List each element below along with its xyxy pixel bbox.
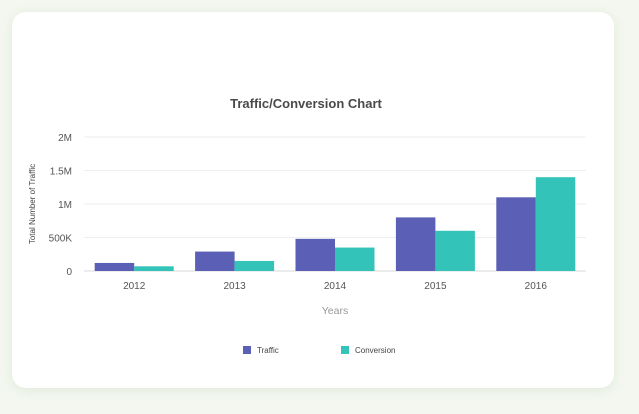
x-tick-label: 2016 <box>525 281 548 292</box>
bar-traffic-2013 <box>195 251 235 271</box>
bar-conversion-2013 <box>234 260 275 271</box>
x-axis-title: Years <box>322 305 348 317</box>
x-axis-ticks: 2012 2013 2014 2015 2016 <box>123 281 547 292</box>
bar-traffic-2016 <box>496 197 536 271</box>
bar-conversion-2016 <box>535 177 576 271</box>
bar-conversion-2014 <box>335 247 375 271</box>
x-tick-label: 2013 <box>223 281 246 292</box>
legend-label-conversion[interactable]: Conversion <box>355 346 395 355</box>
y-tick-label: 2M <box>58 133 72 144</box>
legend-label-traffic[interactable]: Traffic <box>257 346 279 355</box>
legend-swatch-conversion <box>341 346 349 354</box>
legend: Traffic Conversion <box>243 346 395 355</box>
x-tick-label: 2012 <box>123 281 146 292</box>
y-tick-label: 500K <box>49 234 73 245</box>
y-tick-label: 1.5M <box>50 167 72 178</box>
y-tick-label: 1M <box>58 200 72 211</box>
x-tick-label: 2014 <box>324 281 347 292</box>
bar-conversion-2012 <box>134 266 174 271</box>
chart-title: Traffic/Conversion Chart <box>230 96 382 111</box>
bar-traffic-2015 <box>395 217 436 271</box>
bar-traffic-2012 <box>94 262 135 271</box>
bars <box>94 177 576 271</box>
y-axis-ticks: 0 500K 1M 1.5M 2M <box>49 133 73 278</box>
legend-swatch-traffic <box>243 346 251 354</box>
bar-conversion-2015 <box>435 230 475 271</box>
y-axis-title: Total Number of Traffic <box>28 164 37 244</box>
x-tick-label: 2015 <box>424 281 447 292</box>
bar-traffic-2014 <box>295 238 335 271</box>
y-tick-label: 0 <box>66 267 72 278</box>
